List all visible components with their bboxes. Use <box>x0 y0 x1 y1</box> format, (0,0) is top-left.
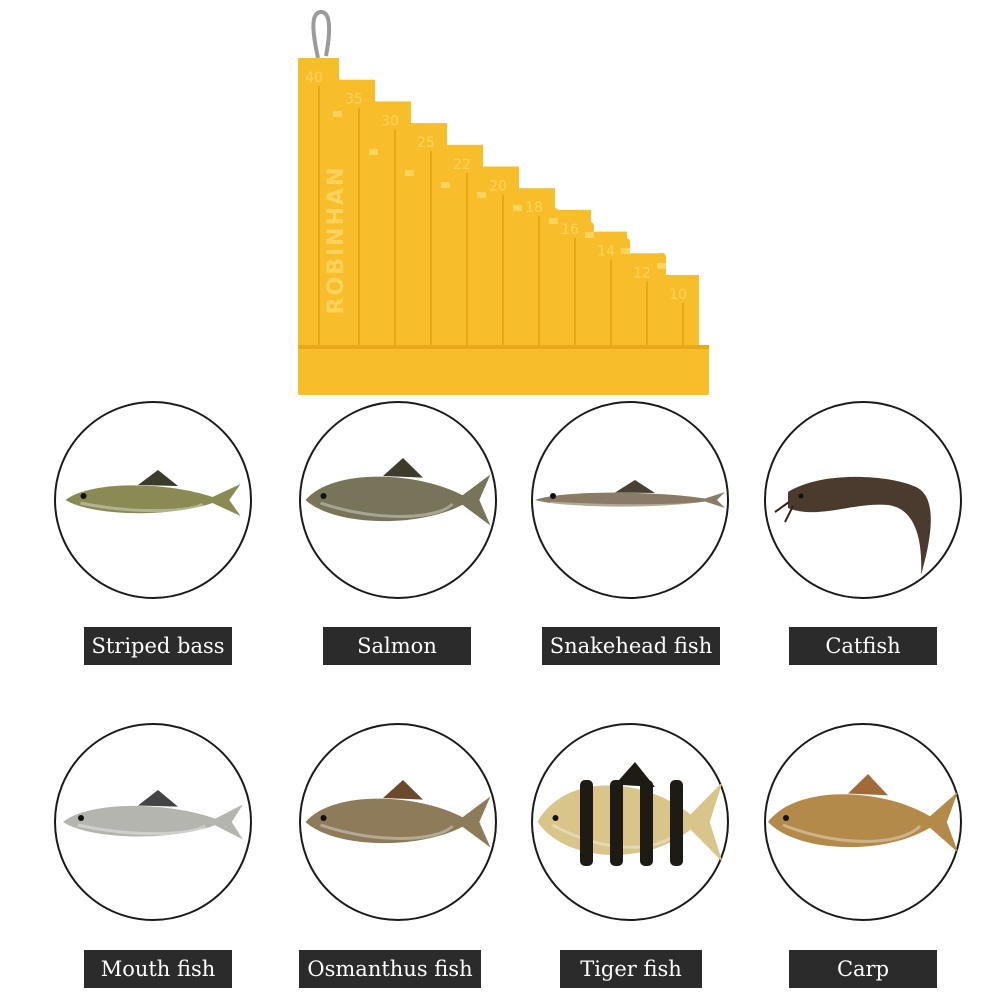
fish-eye <box>798 493 804 499</box>
fish-icon <box>535 480 725 508</box>
fish-card <box>54 401 252 599</box>
fish-card <box>531 401 729 599</box>
fish-label-snakehead-fish: Snakehead fish <box>542 627 720 665</box>
fish-label-tiger-fish: Tiger fish <box>560 950 702 988</box>
tiger-stripe <box>640 780 653 866</box>
fish-card <box>531 723 729 921</box>
gauge-peg-notch <box>369 149 378 155</box>
fish-belly <box>80 501 204 513</box>
fish-card <box>299 723 497 921</box>
gauge-step <box>662 275 699 345</box>
fish-icon <box>768 774 958 853</box>
catfish-barbel <box>784 505 794 523</box>
fish-card <box>299 401 497 599</box>
fish-icon <box>65 470 241 516</box>
brand-text: ROBINHAN <box>324 166 349 315</box>
scale-mark: 20 <box>489 179 507 195</box>
fish-label-striped-bass: Striped bass <box>84 627 232 665</box>
fish-eye <box>552 815 559 821</box>
fish-label-carp: Carp <box>789 950 937 988</box>
fish-card <box>764 401 962 599</box>
gauge-peg <box>549 208 558 212</box>
gauge-peg-notch <box>549 218 558 224</box>
gauge-peg-notch <box>621 248 630 254</box>
fish-eye <box>783 815 789 821</box>
gauge-step <box>482 166 519 345</box>
fish-belly <box>320 501 454 518</box>
tiger-stripe <box>670 780 683 866</box>
scale-mark: 25 <box>417 135 435 151</box>
fish-body <box>305 474 491 526</box>
fish-label-salmon: Salmon <box>323 627 471 665</box>
fish-belly <box>549 501 696 508</box>
gauge-peg-notch <box>657 263 666 269</box>
gauge-step <box>338 79 375 345</box>
fish-body <box>65 484 241 516</box>
scale-mark: 10 <box>669 287 687 303</box>
scale-mark: 35 <box>345 92 363 108</box>
fish-label-osmanthus-fish: Osmanthus fish <box>299 950 481 988</box>
tiger-stripe <box>580 780 593 866</box>
tiger-stripe <box>610 780 623 866</box>
gauge-step <box>626 253 663 345</box>
fish-fin <box>138 470 178 486</box>
fish-icon <box>774 476 931 575</box>
scale-mark: 30 <box>381 113 399 129</box>
fish-eye <box>320 815 327 821</box>
metal-clip <box>311 10 332 59</box>
fish-icon <box>305 458 491 526</box>
fish-body <box>535 492 725 508</box>
fish-fin <box>138 790 178 807</box>
hook-stop-gauge: 40 35 30 25 22 20 18 16 14 12 10 ROBINHAN <box>298 10 709 395</box>
fish-eye <box>78 815 84 821</box>
fish-body <box>768 791 958 853</box>
catfish-body <box>788 476 931 575</box>
gauge-peg-notch <box>441 182 450 188</box>
fish-image-grid <box>54 401 962 921</box>
fish-fin <box>383 780 423 800</box>
fish-card <box>764 723 962 921</box>
gauge-peg-notch <box>405 170 414 176</box>
fish-fin <box>383 458 423 478</box>
gauge-peg-notch <box>333 111 342 117</box>
scale-mark: 16 <box>561 222 579 238</box>
gauge-step <box>590 231 627 345</box>
gauge-peg-notch <box>477 192 486 198</box>
fish-eye <box>320 493 327 499</box>
gauge-peg-notch <box>585 232 594 238</box>
fish-fin <box>848 774 888 796</box>
scale-mark: 18 <box>525 200 543 216</box>
fish-belly <box>77 823 206 836</box>
gauge-peg-notch <box>513 205 522 211</box>
gauge-base-edge <box>298 345 709 349</box>
scale-mark: 40 <box>305 70 323 86</box>
fish-card <box>54 723 252 921</box>
scale-mark: 14 <box>597 244 615 260</box>
scale-mark: 22 <box>453 157 471 173</box>
gauge-step <box>446 144 483 345</box>
fish-icon <box>305 780 491 848</box>
gauge-peg <box>585 222 594 234</box>
gauge-base <box>298 345 709 395</box>
fish-icon <box>63 790 243 840</box>
fish-eye <box>550 493 556 499</box>
fish-fin <box>615 480 655 493</box>
catfish-barbel <box>774 501 790 513</box>
gauge-step <box>410 123 447 345</box>
fish-body <box>305 796 491 848</box>
fish-label-mouth-fish: Mouth fish <box>84 950 232 988</box>
gauge-step <box>374 101 411 346</box>
fish-body <box>63 804 243 840</box>
fish-icon <box>537 762 723 866</box>
fish-belly <box>320 823 454 840</box>
fish-belly <box>782 823 922 843</box>
fish-eye <box>80 493 87 499</box>
gauge-step <box>554 209 591 345</box>
scale-mark: 12 <box>633 265 651 281</box>
gauge-step <box>518 188 555 345</box>
fish-label-catfish: Catfish <box>789 627 937 665</box>
